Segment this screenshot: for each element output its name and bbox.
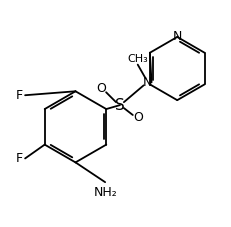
- Text: F: F: [16, 152, 23, 165]
- Text: CH₃: CH₃: [127, 54, 148, 64]
- Text: O: O: [133, 111, 143, 124]
- Text: NH₂: NH₂: [93, 185, 117, 199]
- Text: N: N: [143, 76, 152, 89]
- Text: F: F: [16, 89, 23, 102]
- Text: S: S: [115, 98, 125, 113]
- Text: O: O: [96, 82, 106, 95]
- Text: N: N: [173, 30, 182, 43]
